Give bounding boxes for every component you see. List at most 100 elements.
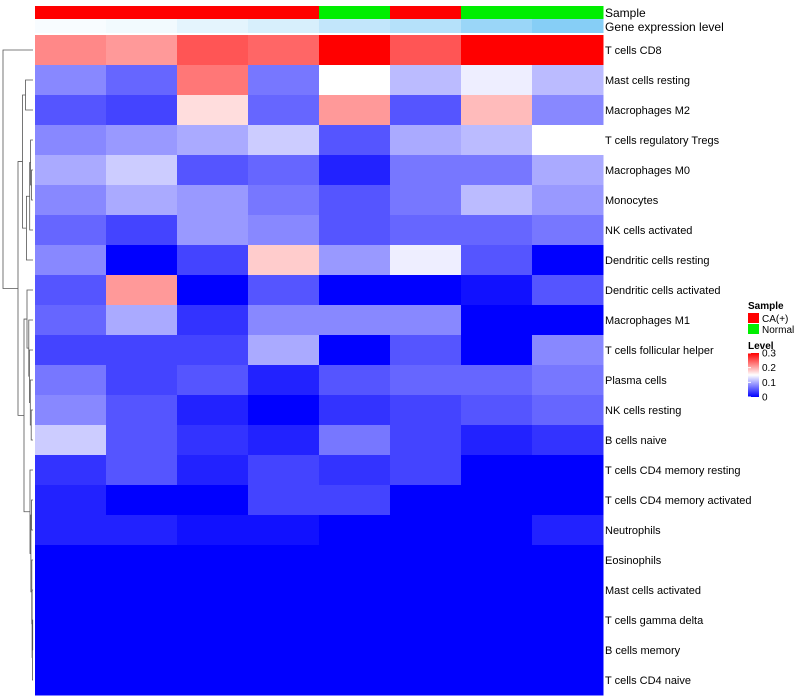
heatmap-cell-monocytes-3 <box>177 185 249 216</box>
heatmap-cell-t-cells-follicular-helper-6 <box>390 335 462 366</box>
heatmap-cells <box>35 35 604 696</box>
dendrogram-branch <box>17 161 24 416</box>
gene-expression-annotation-cell <box>319 19 391 33</box>
heatmap-cell-t-cells-cd4-memory-activated-5 <box>319 485 391 516</box>
heatmap-cell-nk-cells-resting-3 <box>177 395 249 426</box>
dendrogram-branch <box>31 499 33 531</box>
heatmap-cell-t-cells-regulatory-tregs-8 <box>532 125 604 156</box>
level-tick-label: 0.3 <box>762 349 776 360</box>
row-label-neutrophils: Neutrophils <box>605 525 661 537</box>
dendrogram-branch <box>26 289 33 349</box>
heatmap-cell-mast-cells-resting-4 <box>248 65 320 96</box>
heatmap-cell-mast-cells-activated-7 <box>461 575 533 606</box>
heatmap-cell-t-cells-cd4-memory-activated-4 <box>248 485 320 516</box>
heatmap-cell-b-cells-memory-8 <box>532 635 604 666</box>
heatmap-cell-nk-cells-activated-8 <box>532 215 604 246</box>
heatmap-cell-t-cells-gamma-delta-2 <box>106 605 178 636</box>
heatmap-cell-macrophages-m1-8 <box>532 305 604 336</box>
heatmap-cell-nk-cells-resting-8 <box>532 395 604 426</box>
heatmap-cell-eosinophils-4 <box>248 545 320 576</box>
heatmap-cell-t-cells-regulatory-tregs-1 <box>35 125 107 156</box>
sample-annotation-cell <box>177 6 249 19</box>
heatmap-cell-t-cells-cd4-naive-4 <box>248 665 320 696</box>
heatmap-cell-dendritic-cells-activated-1 <box>35 275 107 306</box>
heatmap-cell-t-cells-cd4-memory-activated-7 <box>461 485 533 516</box>
heatmap-cell-t-cells-cd4-naive-2 <box>106 665 178 696</box>
heatmap-cell-t-cells-follicular-helper-4 <box>248 335 320 366</box>
heatmap-cell-nk-cells-activated-7 <box>461 215 533 246</box>
heatmap-cell-mast-cells-resting-2 <box>106 65 178 96</box>
dendrogram-branch <box>29 379 33 426</box>
heatmap-cell-nk-cells-activated-2 <box>106 215 178 246</box>
heatmap-cell-dendritic-cells-activated-8 <box>532 275 604 306</box>
row-label-nk-cells-resting: NK cells resting <box>605 405 681 417</box>
dendrogram-branch <box>22 94 27 229</box>
heatmap-cell-b-cells-naive-5 <box>319 425 391 456</box>
heatmap-cell-b-cells-naive-1 <box>35 425 107 456</box>
heatmap-cell-neutrophils-1 <box>35 515 107 546</box>
heatmap-cell-t-cells-cd8-3 <box>177 35 249 66</box>
heatmap-cell-t-cells-follicular-helper-7 <box>461 335 533 366</box>
heatmap-cell-macrophages-m0-1 <box>35 155 107 186</box>
heatmap-cell-t-cells-follicular-helper-1 <box>35 335 107 366</box>
heatmap-cell-neutrophils-7 <box>461 515 533 546</box>
row-label-t-cells-gamma-delta: T cells gamma delta <box>605 615 704 627</box>
heatmap-cell-nk-cells-activated-4 <box>248 215 320 246</box>
gene-expression-annotation-cell <box>177 19 249 33</box>
heatmap-cell-neutrophils-4 <box>248 515 320 546</box>
heatmap-cell-t-cells-cd4-memory-resting-4 <box>248 455 320 486</box>
sample-annotation-cell <box>35 6 107 19</box>
sample-annotation-cell <box>106 6 178 19</box>
heatmap-cell-t-cells-cd4-naive-3 <box>177 665 249 696</box>
heatmap-cell-dendritic-cells-resting-3 <box>177 245 249 276</box>
legend-swatch-normal <box>748 324 759 334</box>
sample-annotation-track <box>35 6 604 19</box>
heatmap-cell-t-cells-gamma-delta-5 <box>319 605 391 636</box>
dendrogram-branch <box>2 49 33 289</box>
heatmap-cell-t-cells-cd4-naive-6 <box>390 665 462 696</box>
row-label-t-cells-cd8: T cells CD8 <box>605 45 662 57</box>
heatmap-cell-t-cells-cd8-6 <box>390 35 462 66</box>
level-colorbar <box>748 353 759 397</box>
heatmap-cell-macrophages-m1-4 <box>248 305 320 336</box>
heatmap-cell-t-cells-cd8-8 <box>532 35 604 66</box>
heatmap-cell-dendritic-cells-resting-1 <box>35 245 107 276</box>
heatmap-cell-t-cells-cd4-memory-activated-6 <box>390 485 462 516</box>
heatmap-cell-eosinophils-2 <box>106 545 178 576</box>
heatmap-cell-t-cells-cd4-memory-resting-7 <box>461 455 533 486</box>
heatmap-cell-macrophages-m2-3 <box>177 95 249 126</box>
heatmap-cell-t-cells-cd8-7 <box>461 35 533 66</box>
heatmap-cell-macrophages-m2-2 <box>106 95 178 126</box>
heatmap-cell-dendritic-cells-resting-7 <box>461 245 533 276</box>
heatmap-cell-t-cells-regulatory-tregs-6 <box>390 125 462 156</box>
gene-expression-annotation-cell <box>106 19 178 33</box>
heatmap-cell-mast-cells-activated-4 <box>248 575 320 606</box>
heatmap-cell-macrophages-m1-7 <box>461 305 533 336</box>
heatmap-cell-macrophages-m1-2 <box>106 305 178 336</box>
row-label-t-cells-cd4-memory-resting: T cells CD4 memory resting <box>605 465 741 477</box>
legend-label-ca: CA(+) <box>762 314 788 325</box>
heatmap-cell-t-cells-cd4-memory-resting-6 <box>390 455 462 486</box>
heatmap-cell-macrophages-m0-8 <box>532 155 604 186</box>
heatmap-cell-macrophages-m1-3 <box>177 305 249 336</box>
level-tick-label: 0.2 <box>762 363 776 374</box>
heatmap-cell-mast-cells-resting-6 <box>390 65 462 96</box>
row-label-t-cells-cd4-memory-activated: T cells CD4 memory activated <box>605 495 752 507</box>
level-legend-title: Level <box>748 341 774 352</box>
heatmap-cell-b-cells-naive-3 <box>177 425 249 456</box>
heatmap-cell-dendritic-cells-activated-3 <box>177 275 249 306</box>
heatmap-cell-b-cells-memory-1 <box>35 635 107 666</box>
heatmap-cell-nk-cells-resting-1 <box>35 395 107 426</box>
heatmap-cell-monocytes-8 <box>532 185 604 216</box>
gene-expression-annotation-cell <box>390 19 462 33</box>
heatmap-cell-dendritic-cells-resting-4 <box>248 245 320 276</box>
gene-expression-annotation-cell <box>248 19 320 33</box>
heatmap-cell-mast-cells-resting-1 <box>35 65 107 96</box>
sample-annotation-cell <box>461 6 533 19</box>
heatmap-cell-macrophages-m1-5 <box>319 305 391 336</box>
heatmap-cell-nk-cells-activated-5 <box>319 215 391 246</box>
heatmap-cell-b-cells-memory-4 <box>248 635 320 666</box>
row-label-t-cells-follicular-helper: T cells follicular helper <box>605 345 714 357</box>
heatmap-cell-monocytes-5 <box>319 185 391 216</box>
